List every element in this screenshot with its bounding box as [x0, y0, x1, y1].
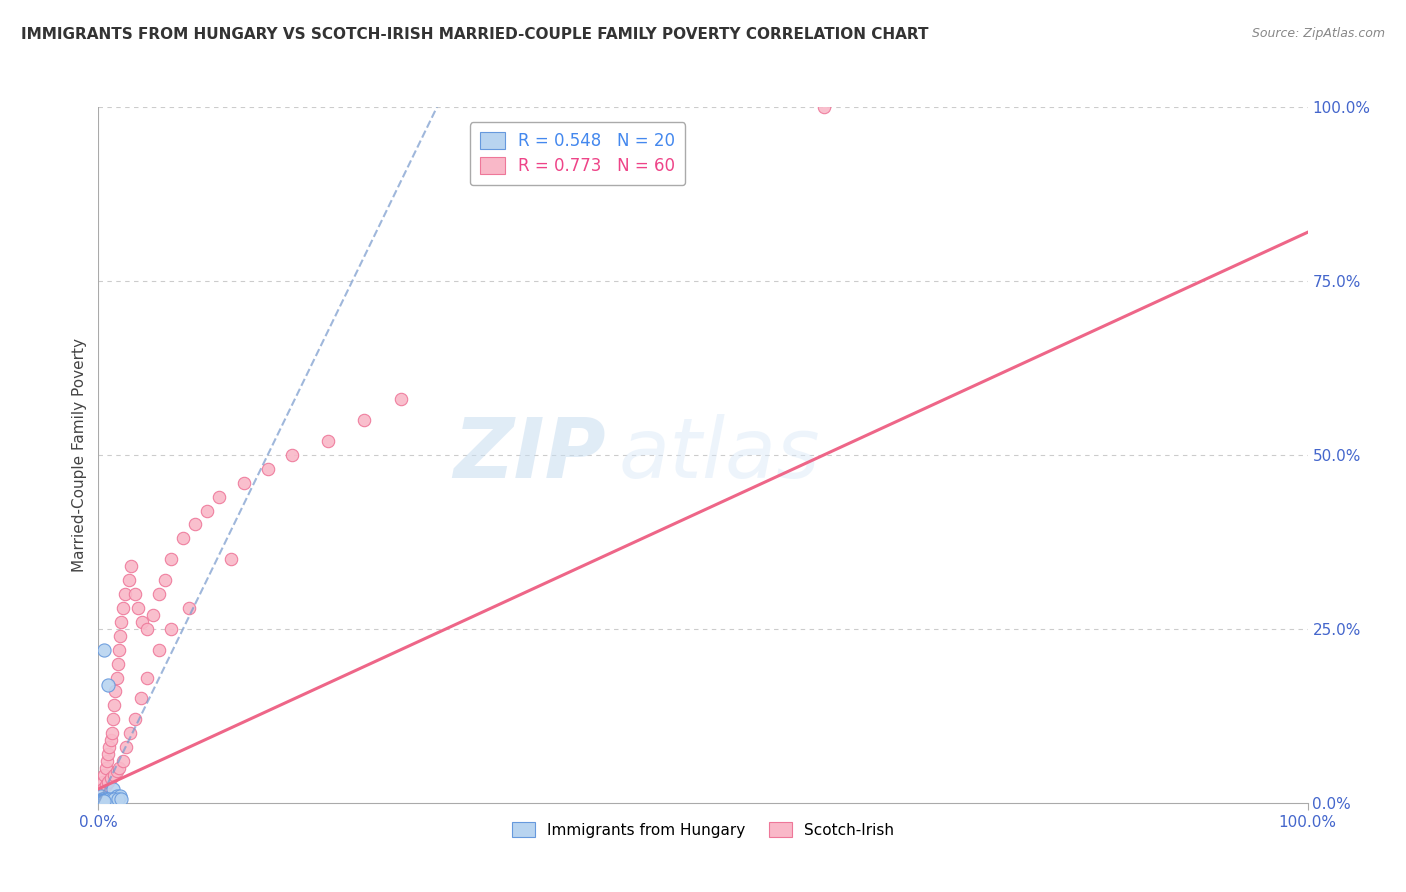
Point — [110, 792, 132, 806]
Point — [160, 552, 183, 566]
Point — [100, 733, 122, 747]
Point — [184, 517, 207, 532]
Point — [94, 778, 117, 793]
Point — [111, 754, 134, 768]
Point — [142, 607, 165, 622]
Point — [115, 740, 138, 755]
Point — [91, 775, 114, 789]
Point — [90, 789, 112, 803]
Point — [232, 475, 254, 490]
Point — [108, 642, 131, 657]
Point — [195, 503, 218, 517]
Point — [105, 764, 128, 779]
Point — [91, 792, 114, 806]
Point — [153, 573, 176, 587]
Point — [90, 789, 112, 803]
Point — [91, 781, 114, 796]
Point — [93, 794, 115, 808]
Point — [353, 413, 375, 427]
Point — [108, 789, 131, 803]
Point — [120, 559, 142, 574]
Point — [94, 792, 117, 806]
Point — [96, 754, 118, 768]
Point — [103, 768, 125, 782]
Legend: Immigrants from Hungary, Scotch-Irish: Immigrants from Hungary, Scotch-Irish — [506, 815, 900, 844]
Point — [124, 712, 146, 726]
Point — [104, 684, 127, 698]
Point — [256, 462, 278, 476]
Point — [91, 785, 114, 799]
Point — [101, 712, 124, 726]
Point — [172, 532, 194, 546]
Point — [105, 671, 128, 685]
Point — [97, 747, 120, 761]
Point — [97, 677, 120, 691]
Point — [281, 448, 304, 462]
Point — [97, 775, 120, 789]
Text: Source: ZipAtlas.com: Source: ZipAtlas.com — [1251, 27, 1385, 40]
Point — [110, 615, 132, 629]
Point — [124, 587, 146, 601]
Text: atlas: atlas — [619, 415, 820, 495]
Point — [90, 789, 112, 803]
Point — [90, 794, 112, 808]
Point — [98, 792, 121, 806]
Point — [98, 740, 121, 755]
Point — [148, 642, 170, 657]
Point — [103, 792, 125, 806]
Point — [93, 642, 115, 657]
Point — [114, 587, 136, 601]
Point — [105, 789, 128, 803]
Text: ZIP: ZIP — [454, 415, 606, 495]
Point — [100, 792, 122, 806]
Point — [129, 691, 152, 706]
Point — [813, 100, 835, 114]
Point — [103, 698, 125, 713]
Point — [131, 615, 153, 629]
Point — [89, 794, 111, 808]
Point — [160, 622, 183, 636]
Text: IMMIGRANTS FROM HUNGARY VS SCOTCH-IRISH MARRIED-COUPLE FAMILY POVERTY CORRELATIO: IMMIGRANTS FROM HUNGARY VS SCOTCH-IRISH … — [21, 27, 928, 42]
Point — [208, 490, 231, 504]
Point — [127, 601, 149, 615]
Point — [135, 622, 157, 636]
Point — [221, 552, 243, 566]
Point — [316, 434, 339, 448]
Point — [148, 587, 170, 601]
Point — [91, 794, 114, 808]
Point — [107, 792, 129, 806]
Point — [91, 781, 114, 796]
Point — [111, 601, 134, 615]
Point — [96, 792, 118, 806]
Point — [118, 726, 141, 740]
Point — [100, 726, 122, 740]
Point — [107, 657, 129, 671]
Point — [389, 392, 412, 407]
Point — [101, 781, 124, 796]
Point — [108, 761, 131, 775]
Point — [108, 629, 131, 643]
Point — [179, 601, 201, 615]
Point — [93, 768, 115, 782]
Point — [91, 792, 114, 806]
Point — [91, 794, 114, 808]
Point — [94, 761, 117, 775]
Point — [118, 573, 141, 587]
Y-axis label: Married-Couple Family Poverty: Married-Couple Family Poverty — [72, 338, 87, 572]
Point — [100, 772, 122, 786]
Point — [135, 671, 157, 685]
